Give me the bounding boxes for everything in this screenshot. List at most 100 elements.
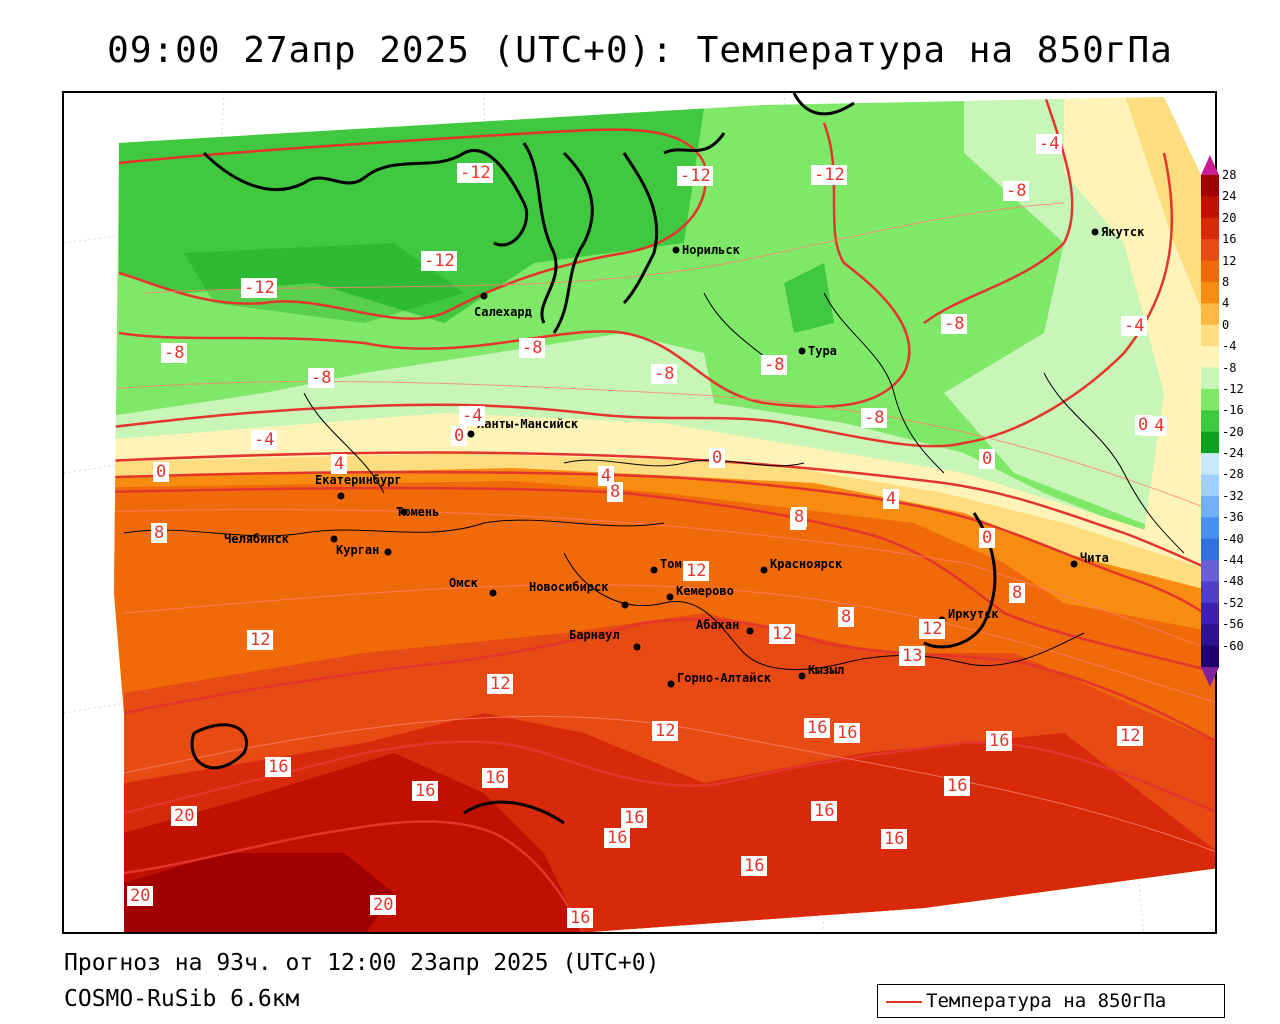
- city-label: Чита: [1080, 551, 1109, 565]
- colorbar-tick-label: -12: [1222, 381, 1244, 396]
- colorbar-tick-label: 16: [1222, 232, 1237, 247]
- city-label: Кызыл: [808, 663, 844, 677]
- colorbar-cell: [1201, 175, 1219, 197]
- isotherm-label: 12: [772, 624, 792, 644]
- city-label: Тура: [808, 344, 837, 358]
- city-marker: [621, 601, 629, 609]
- isotherm-label: 16: [807, 718, 827, 738]
- city-layer: Салехард Норильск Якутск Тура Ханты-Мансийск…: [224, 225, 1145, 688]
- isotherm-label: 16: [570, 908, 590, 928]
- isotherm-label: -12: [244, 278, 275, 298]
- isotherm-label: -4: [1039, 134, 1059, 154]
- colorbar-cell: [1201, 260, 1219, 283]
- isotherm-label: 12: [686, 561, 706, 581]
- city-marker: [489, 589, 497, 597]
- isotherm-label: -4: [254, 430, 274, 450]
- colorbar-bottom-arrow: [1201, 667, 1219, 687]
- colorbar-tick-label: -56: [1222, 617, 1244, 632]
- colorbar-tick-label: -8: [1222, 360, 1237, 375]
- isotherm-label: -8: [944, 314, 964, 334]
- isotherm-label-bg: [127, 886, 153, 906]
- city-label: Горно-Алтайск: [677, 671, 772, 685]
- isotherm-label-bg: [171, 806, 197, 826]
- isotherm-label: 16: [947, 776, 967, 796]
- city-label: Екатеринбург: [315, 473, 402, 487]
- city-marker: [330, 535, 338, 543]
- city-label: Красноярск: [770, 557, 843, 571]
- colorbar-cell: [1201, 495, 1219, 518]
- colorbar-tick-label: -32: [1222, 488, 1244, 503]
- isotherm-label: 16: [624, 808, 644, 828]
- city-label: Тюмень: [396, 505, 439, 519]
- colorbar-cell: [1201, 431, 1219, 454]
- isotherm-label: 8: [154, 523, 164, 543]
- isotherm-label-bg: [979, 449, 995, 469]
- isotherm-label-bg: [1036, 134, 1062, 154]
- isotherm-label: 16: [485, 768, 505, 788]
- isotherm-label: 0: [712, 448, 722, 468]
- colorbar-tick-label: 20: [1222, 210, 1237, 225]
- colorbar-tick-label: -24: [1222, 446, 1244, 461]
- city-label: Барнаул: [569, 628, 620, 642]
- isotherm-label-bg: [161, 343, 187, 363]
- isotherm-label: 16: [814, 801, 834, 821]
- forecast-info: Прогноз на 93ч. от 12:00 23апр 2025 (UTC…: [64, 950, 660, 976]
- city-marker: [760, 566, 768, 574]
- colorbar-tick-label: -52: [1222, 595, 1244, 610]
- isotherm-label: -8: [764, 355, 784, 375]
- isotherm-label: 12: [1120, 726, 1140, 746]
- isotherm-label: 16: [989, 731, 1009, 751]
- isotherm-label-bg: [370, 895, 396, 915]
- isotherm-label-bg: [1003, 181, 1029, 201]
- isotherm-label-layer: -12 -12 -12-12-12-4-8-8-8-8-8-8-8-8-4-4-4 0…: [127, 134, 1167, 928]
- colorbar-cell: [1201, 645, 1219, 668]
- colorbar-tick-label: -4: [1222, 339, 1237, 354]
- isotherm-label: 16: [268, 757, 288, 777]
- isotherm-label: 12: [490, 674, 510, 694]
- isotherm-label-bg: [621, 808, 647, 828]
- city-marker: [480, 292, 488, 300]
- isotherm-label: -12: [680, 166, 711, 186]
- colorbar-tick-label: -60: [1222, 638, 1244, 653]
- isotherm-label: 4: [886, 489, 896, 509]
- isotherm-label-bg: [883, 489, 899, 509]
- city-marker: [1070, 560, 1078, 568]
- legend-line-swatch: [886, 1001, 922, 1003]
- isotherm-label-bg: [791, 507, 807, 527]
- city-marker: [672, 246, 680, 254]
- isotherm-label: 16: [415, 781, 435, 801]
- temperature-map: Салехард Норильск Якутск Тура Ханты-Мансийск…: [62, 91, 1217, 934]
- isotherm-label: 16: [837, 723, 857, 743]
- isotherm-label-bg: [811, 165, 847, 185]
- isotherm-label-bg: [683, 561, 709, 581]
- legend-label: Температура на 850гПа: [926, 990, 1167, 1012]
- isotherm-label: 12: [922, 619, 942, 639]
- isotherm-label-bg: [247, 630, 273, 650]
- city-marker: [467, 430, 475, 438]
- isotherm-label: -12: [424, 251, 455, 271]
- colorbar-top-arrow: [1201, 155, 1219, 175]
- isotherm-label: 4: [601, 466, 611, 486]
- isotherm-label-bg: [741, 856, 767, 876]
- isotherm-label: 4: [334, 454, 344, 474]
- colorbar-tick-label: 8: [1222, 274, 1230, 289]
- isotherm-label: 0: [156, 462, 166, 482]
- colorbar-tick-label: 12: [1222, 253, 1237, 268]
- isotherm-label: -4: [1124, 316, 1144, 336]
- isotherm-label-bg: [412, 781, 438, 801]
- colorbar-tick-label: -16: [1222, 403, 1244, 418]
- isotherm-label-bg: [979, 528, 995, 548]
- color-scale-bar: [1201, 155, 1219, 687]
- isotherm-label: -8: [522, 338, 542, 358]
- isotherm-label: 16: [607, 828, 627, 848]
- city-label: Омск: [449, 576, 479, 590]
- colorbar-cell: [1201, 517, 1219, 540]
- colorbar-tick-label: -40: [1222, 531, 1244, 546]
- colorbar-cell: [1201, 624, 1219, 647]
- colorbar-cell: [1201, 324, 1219, 347]
- city-marker: [337, 492, 345, 500]
- isotherm-label: -4: [462, 406, 482, 426]
- isotherm-label-bg: [881, 829, 907, 849]
- city-marker: [400, 508, 408, 516]
- isotherm-label-bg: [241, 278, 277, 298]
